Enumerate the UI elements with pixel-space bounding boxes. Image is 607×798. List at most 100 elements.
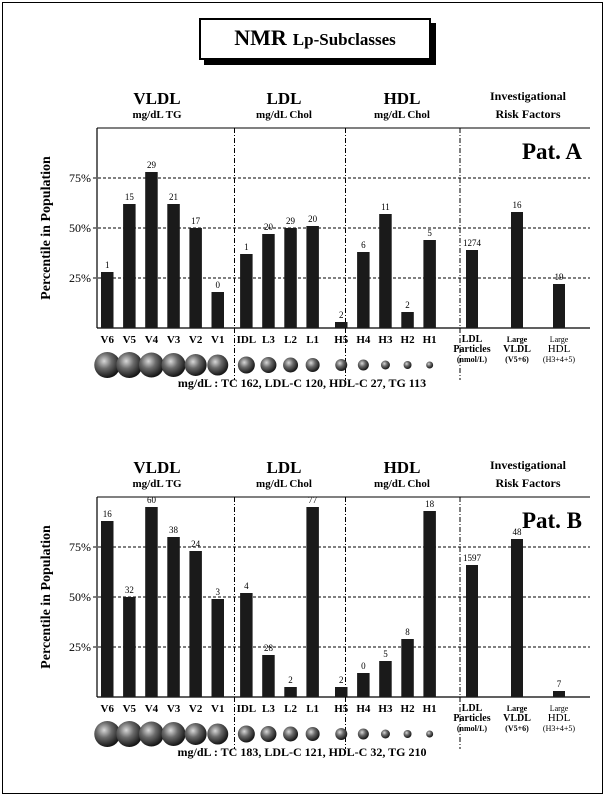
lipoprotein-sphere-icon (237, 725, 255, 743)
data-label: 8 (405, 627, 410, 637)
title-main: NMR (234, 25, 287, 50)
bar (123, 597, 136, 697)
data-label: 5 (427, 228, 432, 238)
lipid-summary: mg/dL : TC 183, LDL-C 121, HDL-C 32, TG … (178, 745, 427, 759)
x-tick-label: V3 (167, 334, 181, 346)
data-label: 17 (191, 216, 201, 226)
x-tick-label: L3 (262, 703, 275, 715)
data-label: 16 (103, 509, 113, 519)
x-tick-label: V6 (101, 703, 115, 715)
data-label: 20 (264, 222, 274, 232)
y-tick-label: 50% (69, 590, 91, 604)
risk-bar (511, 539, 523, 697)
group-unit: Risk Factors (496, 107, 561, 121)
data-label: 3 (216, 587, 221, 597)
x-tick-label: V4 (145, 334, 159, 346)
y-tick-label: 50% (69, 221, 91, 235)
lipoprotein-sphere-icon (94, 352, 121, 378)
risk-data-label: 1597 (463, 553, 482, 563)
data-label: 2 (339, 675, 344, 685)
y-tick-label: 25% (69, 640, 91, 654)
x-tick-label: H1 (423, 334, 437, 346)
bar (123, 204, 136, 328)
lipid-summary: mg/dL : TC 162, LDL-C 120, HDL-C 27, TG … (178, 376, 426, 390)
bar (306, 226, 319, 328)
data-label: 6 (361, 240, 366, 250)
group-unit: mg/dL Chol (256, 478, 312, 490)
lipoprotein-sphere-icon (283, 726, 299, 742)
risk-label: LDL (462, 703, 483, 714)
lipoprotein-sphere-icon (260, 726, 277, 742)
x-tick-label: L2 (284, 703, 297, 715)
x-tick-label: V3 (167, 703, 181, 715)
group-unit: mg/dL Chol (374, 478, 430, 490)
lipoprotein-sphere-icon (357, 359, 369, 371)
group-unit: mg/dL TG (132, 478, 181, 490)
risk-label: HDL (548, 343, 571, 355)
risk-label: Large (550, 704, 569, 713)
lipoprotein-sphere-icon (426, 361, 434, 369)
bar (189, 551, 202, 697)
lipoprotein-sphere-icon (116, 352, 143, 378)
x-tick-label: H4 (356, 703, 371, 715)
lipoprotein-sphere-icon (305, 358, 320, 372)
bar (357, 252, 370, 328)
data-label: 28 (264, 643, 274, 653)
x-tick-label: V1 (211, 334, 224, 346)
data-label: 60 (147, 495, 157, 505)
bar (284, 687, 297, 697)
risk-bar (466, 250, 478, 328)
x-tick-label: IDL (237, 703, 257, 715)
y-axis-label: Percentile in Population (39, 525, 54, 669)
x-tick-label: L3 (262, 334, 275, 346)
x-tick-label: L2 (284, 334, 297, 346)
lipoprotein-sphere-icon (184, 723, 207, 745)
lipoprotein-sphere-icon (116, 721, 143, 747)
y-axis-label: Percentile in Population (39, 156, 54, 300)
risk-data-label: 7 (557, 679, 562, 689)
data-label: 5 (383, 649, 388, 659)
risk-bar (553, 284, 565, 328)
lipoprotein-sphere-icon (138, 721, 164, 747)
data-label: 1 (105, 260, 110, 270)
risk-label: Particles (453, 713, 490, 724)
lipoprotein-sphere-icon (403, 730, 412, 738)
bar (379, 214, 392, 328)
data-label: 77 (308, 495, 318, 505)
x-tick-label: V4 (145, 703, 159, 715)
bar (423, 511, 436, 697)
lipoprotein-sphere-icon (161, 353, 186, 377)
bar (335, 687, 348, 697)
lipoprotein-sphere-icon (403, 361, 412, 369)
risk-label: Particles (453, 344, 490, 355)
y-tick-label: 25% (69, 271, 91, 285)
bar (240, 593, 253, 697)
data-label: 1 (244, 242, 249, 252)
risk-label: (V5+6) (505, 724, 529, 733)
risk-data-label: 1274 (463, 238, 482, 248)
y-tick-label: 75% (69, 540, 91, 554)
lipoprotein-sphere-icon (94, 721, 121, 747)
risk-bar (511, 212, 523, 328)
group-unit: mg/dL Chol (256, 109, 312, 121)
data-label: 18 (425, 499, 435, 509)
x-tick-label: L1 (306, 334, 319, 346)
x-tick-label: H2 (401, 703, 416, 715)
data-label: 29 (286, 216, 296, 226)
risk-data-label: 48 (513, 527, 523, 537)
x-tick-label: H4 (356, 334, 371, 346)
bar (401, 639, 414, 697)
bar (167, 537, 180, 697)
lipoprotein-sphere-icon (283, 357, 299, 373)
bar (145, 172, 158, 328)
risk-bar (466, 565, 478, 697)
x-tick-label: V2 (189, 703, 203, 715)
lipoprotein-sphere-icon (138, 352, 164, 378)
risk-label: (H3+4+5) (543, 355, 575, 364)
group-name: Investigational (490, 458, 567, 472)
panel-label: Pat. B (522, 508, 582, 533)
x-tick-label: H3 (378, 334, 393, 346)
data-label: 29 (147, 160, 157, 170)
